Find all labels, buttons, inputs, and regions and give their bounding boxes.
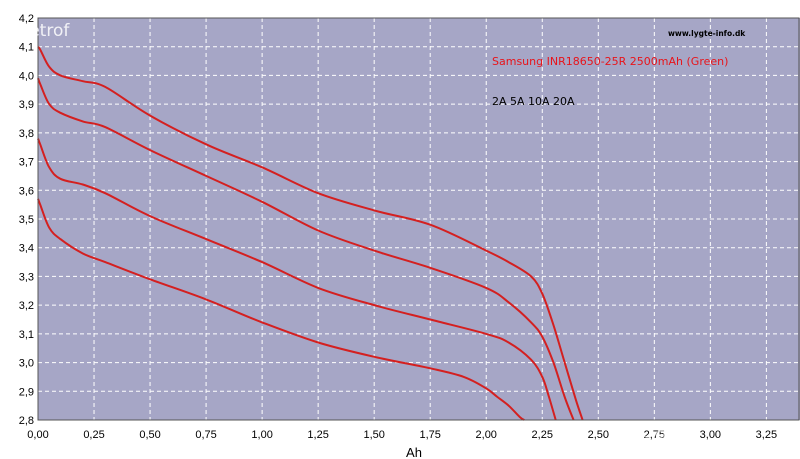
x-tick-label: 3,00: [700, 429, 721, 441]
cell-annotation: Samsung INR18650-25R 2500mAh (Green): [492, 55, 728, 68]
x-tick-labels: 0,00 0,25 0,50 0,75 1,00 1,25 1,50 1,75 2,00 2,25…: [27, 429, 777, 441]
y-tick-label: 4,1: [19, 42, 34, 54]
x-tick-label: 2,75: [644, 429, 665, 441]
plot-frame: [37, 17, 800, 421]
x-tick-label: 0,50: [139, 429, 160, 441]
x-tick-label: 0,75: [195, 429, 216, 441]
x-tick-label: 2,00: [476, 429, 497, 441]
y-tick-label: 4,2: [19, 13, 34, 25]
y-tick-labels: 2,8 2,9 3,0 3,1 3,2 3,3 3,4 3,5 3,6 3,7 3,8 3,9 4,0 4…: [19, 13, 34, 427]
y-tick-label: 3,9: [19, 99, 34, 111]
y-tick-label: 3,5: [19, 214, 34, 226]
watermark-top-left: apetrof: [8, 21, 70, 41]
x-axis-title: Ah: [406, 445, 422, 459]
series-layer: [37, 45, 584, 421]
x-tick-label: 2,50: [588, 429, 609, 441]
y-tick-label: 3,4: [19, 243, 34, 255]
watermark-bottom-right: bazar: [640, 419, 702, 444]
y-tick-label: 3,3: [19, 271, 34, 283]
y-tick-label: 3,8: [19, 128, 34, 140]
y-tick-label: 2,8: [19, 415, 34, 427]
x-tick-label: 1,75: [419, 429, 440, 441]
x-tick-label: 1,00: [251, 429, 272, 441]
x-tick-label: 1,50: [363, 429, 384, 441]
y-tick-label: 4,0: [19, 70, 34, 82]
discharge-curve-2: [37, 77, 575, 421]
y-tick-label: 2,9: [19, 386, 34, 398]
y-tick-label: 3,7: [19, 157, 34, 169]
y-tick-label: 3,1: [19, 329, 34, 341]
x-tick-label: 3,25: [756, 429, 777, 441]
x-tick-label: 0,25: [83, 429, 104, 441]
discharge-curve-4: [37, 198, 525, 421]
y-tick-label: 3,6: [19, 185, 34, 197]
y-tick-label: 3,2: [19, 300, 34, 312]
discharge-curve-3: [37, 138, 557, 421]
x-tick-label: 0,00: [27, 429, 48, 441]
currents-annotation: 2A 5A 10A 20A: [492, 95, 575, 108]
x-tick-label: 1,25: [307, 429, 328, 441]
x-tick-label: 2,25: [532, 429, 553, 441]
source-annotation: www.lygte-info.dk: [668, 29, 746, 38]
y-tick-label: 3,0: [19, 358, 34, 370]
discharge-curve-1: [37, 45, 584, 421]
